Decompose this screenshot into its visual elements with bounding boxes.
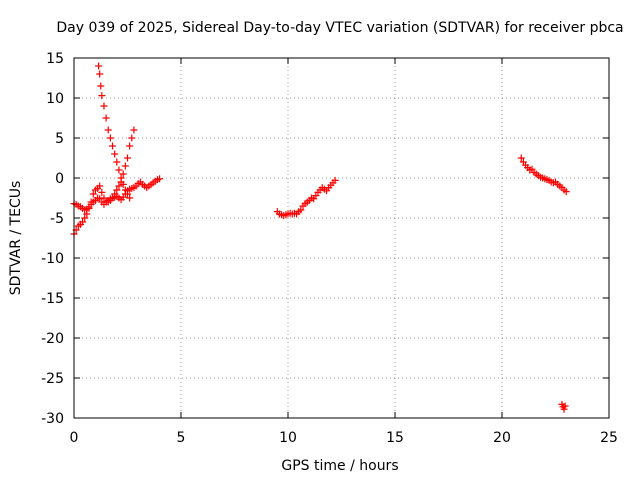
x-axis-label: GPS time / hours xyxy=(281,458,398,474)
data-point xyxy=(96,70,104,78)
data-point xyxy=(102,114,110,122)
data-point xyxy=(124,154,131,162)
data-point xyxy=(98,92,106,100)
y-tick-label: -25 xyxy=(41,371,64,387)
data-point xyxy=(95,62,103,70)
y-tick-label: 15 xyxy=(46,51,64,67)
data-point xyxy=(517,154,525,162)
x-tick-label: 15 xyxy=(386,430,404,446)
data-point xyxy=(119,170,127,178)
data-point xyxy=(100,102,108,110)
series-track-4-midday xyxy=(273,176,339,220)
x-tick-label: 10 xyxy=(279,430,297,446)
data-point xyxy=(89,190,97,198)
plot-frame xyxy=(73,57,610,419)
x-tick-label: 5 xyxy=(177,430,186,446)
data-point xyxy=(109,142,117,150)
data-point xyxy=(156,175,164,183)
series-track-3-flat xyxy=(70,175,164,214)
data-point xyxy=(111,150,119,158)
series-track-5-evening xyxy=(517,154,570,196)
data-point xyxy=(115,182,123,190)
data-point xyxy=(113,158,121,166)
axis-ticks: 0 5 10 15 20 25 15 10 5 0 -5 -10 -15 -20 -25 -30 xyxy=(41,51,618,446)
data-point xyxy=(106,134,114,142)
series-track-6-outlier xyxy=(558,400,569,413)
data-point xyxy=(130,126,138,134)
data-point xyxy=(79,218,87,226)
data-point xyxy=(81,214,89,222)
x-tick-label: 0 xyxy=(70,430,79,446)
y-axis-label: SDTVAR / TECUs xyxy=(8,181,24,296)
y-tick-label: -10 xyxy=(41,251,64,267)
y-tick-label: -5 xyxy=(50,211,64,227)
data-point xyxy=(561,402,569,410)
y-tick-label: 5 xyxy=(55,131,64,147)
data-point xyxy=(98,188,106,196)
y-tick-label: 10 xyxy=(46,91,64,107)
data-point xyxy=(97,82,105,90)
data-point xyxy=(117,178,125,186)
grid-lines xyxy=(74,58,609,418)
x-tick-label: 20 xyxy=(493,430,511,446)
chart-title: Day 039 of 2025, Sidereal Day-to-day VTE… xyxy=(56,20,623,36)
data-point xyxy=(331,176,339,184)
data-point xyxy=(100,194,108,202)
y-tick-label: -30 xyxy=(41,411,64,427)
data-point xyxy=(560,405,568,413)
data-point xyxy=(126,142,134,150)
y-tick-label: -20 xyxy=(41,331,64,347)
data-point xyxy=(113,186,121,194)
data-point xyxy=(562,188,570,196)
y-tick-label: -15 xyxy=(41,291,64,307)
data-point xyxy=(104,126,112,134)
y-tick-label: 0 xyxy=(55,171,64,187)
data-point xyxy=(96,182,104,190)
data-point xyxy=(126,194,134,202)
data-point xyxy=(121,162,129,170)
data-point xyxy=(128,134,136,142)
data-point xyxy=(115,166,123,174)
x-tick-label: 25 xyxy=(600,430,618,446)
data-points xyxy=(70,62,570,413)
data-point xyxy=(297,206,305,214)
